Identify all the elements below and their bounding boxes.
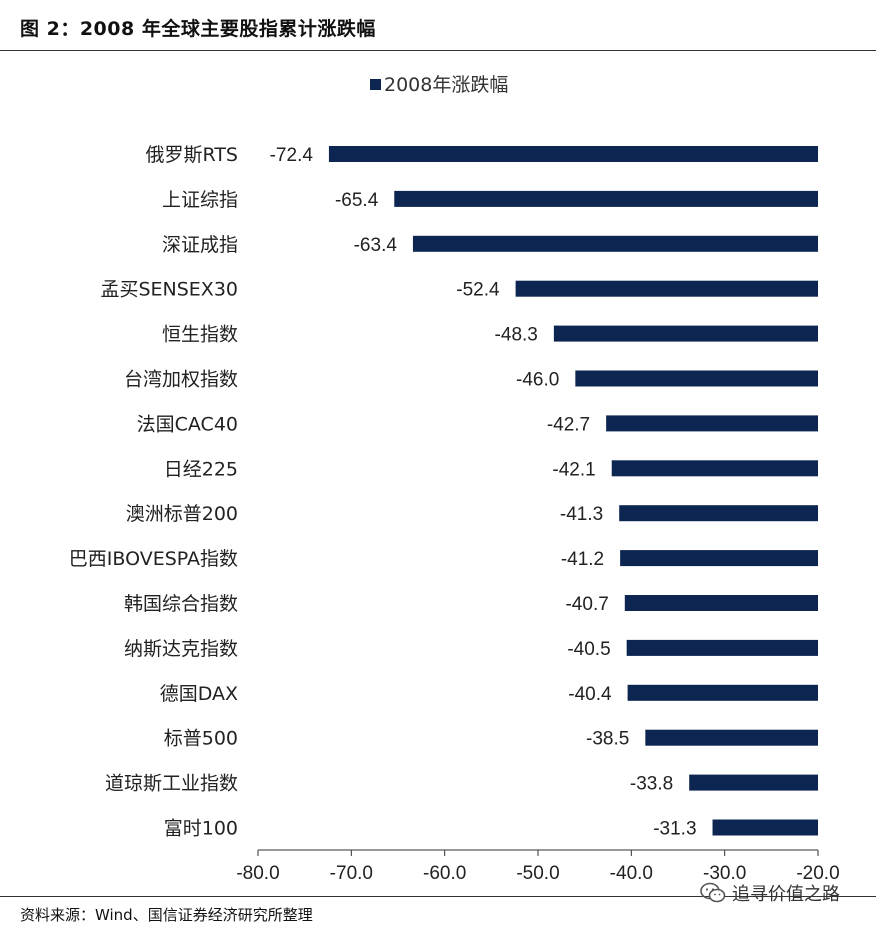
value-label: -41.2 xyxy=(561,549,604,570)
category-label: 标普500 xyxy=(164,728,238,750)
value-label: -42.7 xyxy=(547,414,590,435)
category-label: 韩国综合指数 xyxy=(124,593,238,615)
value-label: -31.3 xyxy=(653,819,696,840)
bar xyxy=(328,146,818,162)
value-label: -72.4 xyxy=(270,145,314,166)
category-label: 孟买SENSEX30 xyxy=(100,279,238,301)
value-label: -41.3 xyxy=(560,504,603,525)
bar xyxy=(689,774,818,791)
value-label: -65.4 xyxy=(335,190,379,211)
legend: 2008年涨跌幅 xyxy=(370,74,508,96)
category-label: 巴西IBOVESPA指数 xyxy=(69,548,238,570)
value-label: -46.0 xyxy=(516,370,559,391)
category-label: 纳斯达克指数 xyxy=(124,638,238,660)
bar xyxy=(626,639,818,656)
value-label: -40.7 xyxy=(565,594,608,615)
legend-swatch xyxy=(370,79,381,90)
bar xyxy=(624,595,818,611)
x-tick-label: -20.0 xyxy=(796,863,839,884)
legend-label: 2008年涨跌幅 xyxy=(384,74,508,96)
x-tick-label: -60.0 xyxy=(423,863,466,884)
category-label: 俄罗斯RTS xyxy=(146,144,239,166)
value-label: -40.5 xyxy=(567,639,610,660)
bar xyxy=(627,684,818,701)
x-tick-label: -80.0 xyxy=(236,863,279,884)
value-label: -33.8 xyxy=(630,774,673,795)
value-label: -52.4 xyxy=(456,280,500,301)
category-label: 恒生指数 xyxy=(162,324,238,346)
category-label: 德国DAX xyxy=(160,683,238,705)
bar xyxy=(611,460,818,477)
value-label: -40.4 xyxy=(568,684,612,705)
category-label: 道琼斯工业指数 xyxy=(105,773,238,795)
bar xyxy=(575,370,818,387)
bar xyxy=(712,819,818,836)
category-label: 台湾加权指数 xyxy=(124,369,238,391)
value-label: -42.1 xyxy=(552,459,595,480)
x-tick-label: -50.0 xyxy=(516,863,559,884)
category-label: 富时100 xyxy=(164,818,238,840)
category-label: 法国CAC40 xyxy=(137,413,238,435)
bar xyxy=(515,280,818,297)
watermark-text: 追寻价值之路 xyxy=(732,884,840,905)
x-tick-label: -30.0 xyxy=(703,863,746,884)
bars-group xyxy=(328,146,818,836)
bottom-rule xyxy=(0,896,876,897)
bar xyxy=(620,550,818,567)
value-label: -38.5 xyxy=(586,729,629,750)
top-rule xyxy=(0,50,876,51)
x-tick-label: -40.0 xyxy=(610,863,653,884)
category-label: 深证成指 xyxy=(162,234,238,256)
value-labels: -72.4 -65.4 -63.4 -52.4 -48.3 -46.0 -42.7 -42.1… xyxy=(270,145,697,840)
source-note: 资料来源：Wind、国信证券经济研究所整理 xyxy=(20,906,313,924)
bar xyxy=(553,325,818,342)
value-label: -63.4 xyxy=(354,235,398,256)
wechat-icon xyxy=(700,882,726,903)
bar xyxy=(619,505,818,522)
value-label: -48.3 xyxy=(495,325,538,346)
bar xyxy=(606,415,818,432)
watermark: 追寻价值之路 xyxy=(700,878,840,908)
figure-title: 图 2：2008 年全球主要股指累计涨跌幅 xyxy=(20,18,376,40)
bar xyxy=(394,190,818,207)
x-axis: -80.0 -70.0 -60.0 -50.0 -40.0 -30.0 -20.0 xyxy=(236,849,840,884)
category-label: 上证综指 xyxy=(162,189,238,211)
bar xyxy=(412,235,818,252)
category-label: 澳洲标普200 xyxy=(126,503,238,525)
x-tick-label: -70.0 xyxy=(330,863,373,884)
category-label: 日经225 xyxy=(164,458,238,480)
bar xyxy=(645,729,818,746)
